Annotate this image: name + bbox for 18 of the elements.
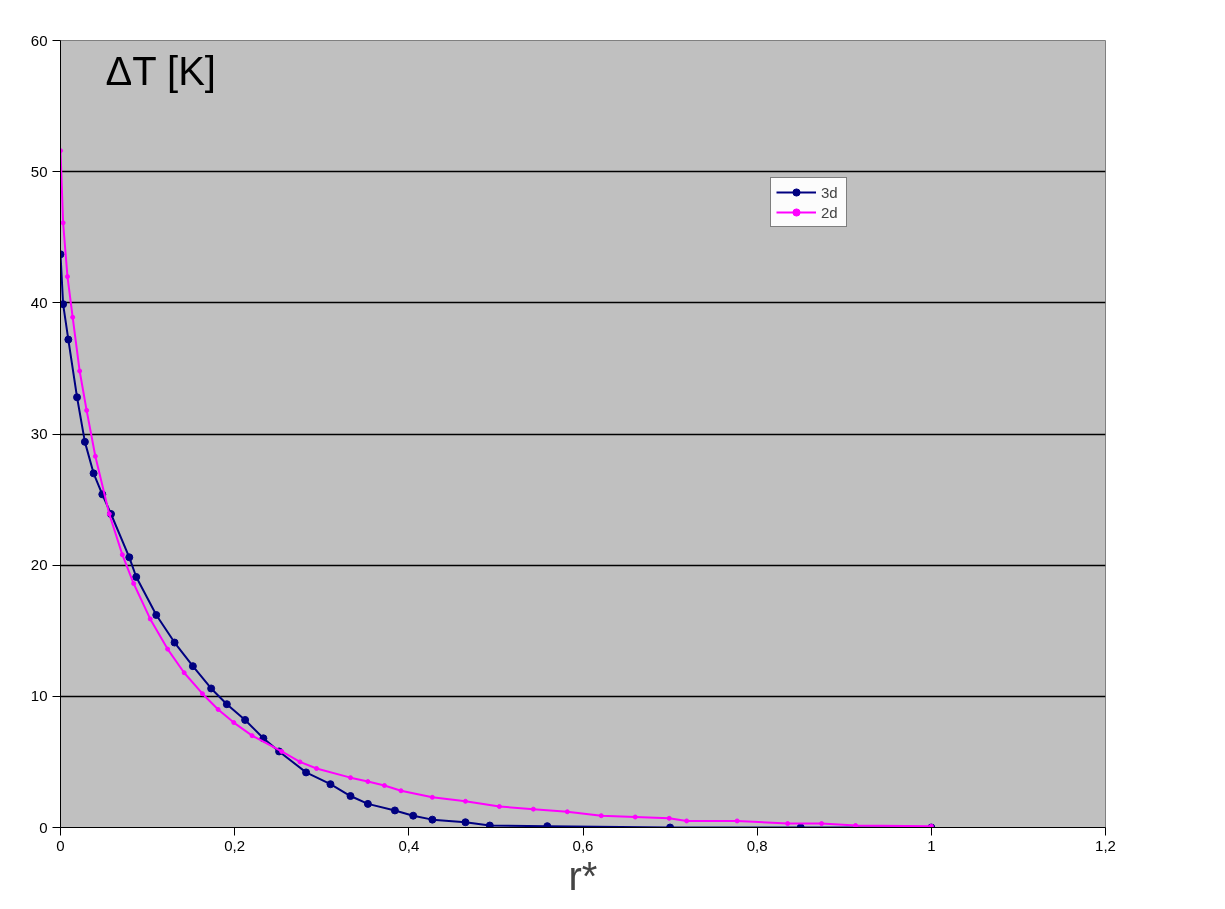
y-tick-label: 30 [30,425,48,442]
y-tick-label: 0 [39,818,48,836]
x-tick-label: 0 [56,836,65,854]
x-tick-label: 0,6 [572,836,594,854]
y-tick-label: 10 [30,687,48,705]
x-tick-label: 0,4 [398,836,420,854]
x-tick-label: 1,2 [1095,836,1116,854]
x-tick-label: 0,8 [746,836,768,854]
x-axis-title: r* [568,853,598,898]
y-tick-label: 60 [30,31,48,49]
legend-label: 2d [821,203,839,221]
x-tick-label: 1 [927,836,936,854]
y-tick-label: 40 [30,293,48,311]
y-tick-label: 50 [30,162,48,180]
y-tick-label: 20 [30,556,48,574]
x-tick-label: 0,2 [224,836,246,854]
legend-label: 3d [821,183,839,201]
y-axis-title: ΔT [K] [105,48,216,93]
